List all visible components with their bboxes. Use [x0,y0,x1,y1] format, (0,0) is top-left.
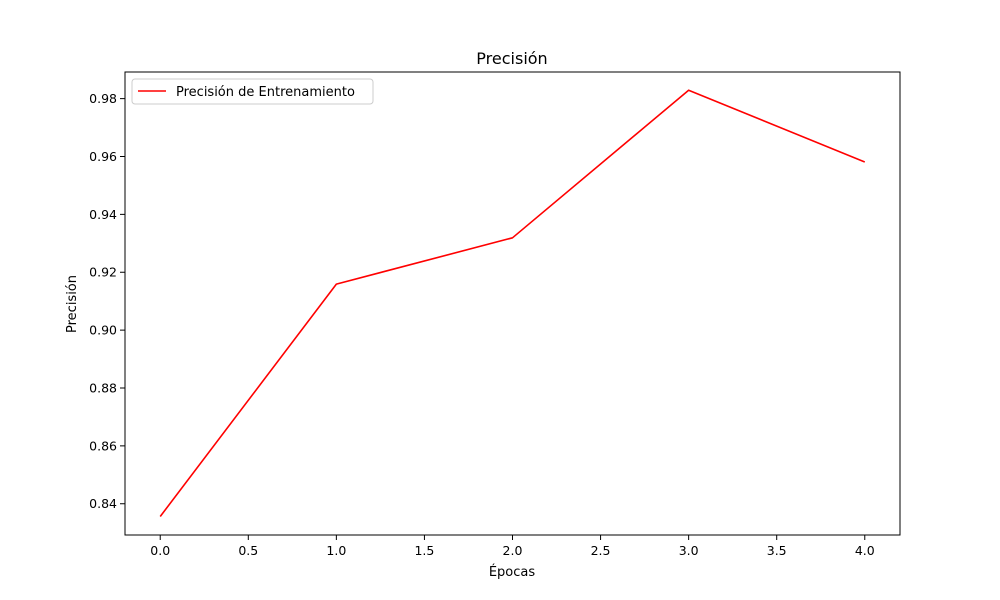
y-axis-label: Precisión [65,275,80,333]
x-axis-ticks: 0.0 0.5 1.0 1.5 2.0 2.5 3.0 3.5 4.0 [150,535,875,558]
y-tick-label: 0.86 [89,438,117,453]
series-layer [159,89,866,517]
y-tick-label: 0.98 [89,91,117,106]
x-tick-label: 4.0 [855,543,875,558]
y-tick-label: 0.88 [89,380,117,395]
series-line [159,89,866,517]
legend-label: Precisión de Entrenamiento [176,85,355,100]
y-tick-label: 0.94 [89,207,117,222]
x-tick-label: 3.0 [679,543,699,558]
y-tick-label: 0.96 [89,149,117,164]
legend-box [131,78,374,105]
x-tick-label: 1.0 [326,543,346,558]
y-tick-label: 0.92 [89,265,117,280]
x-tick-label: 1.5 [414,543,434,558]
x-axis-label: Épocas [489,564,536,580]
x-tick-label: 2.5 [591,543,611,558]
x-tick-label: 2.0 [503,543,523,558]
x-tick-label: 0.0 [150,543,170,558]
legend: Precisión de Entrenamiento [131,78,374,105]
chart-title: Precisión [476,49,547,68]
x-tick-label: 3.5 [767,543,787,558]
y-tick-label: 0.90 [89,323,117,338]
y-tick-label: 0.84 [89,496,117,511]
x-tick-label: 0.5 [238,543,258,558]
y-axis-ticks: 0.84 0.86 0.88 0.90 0.92 0.94 0.96 0.98 [89,91,125,511]
